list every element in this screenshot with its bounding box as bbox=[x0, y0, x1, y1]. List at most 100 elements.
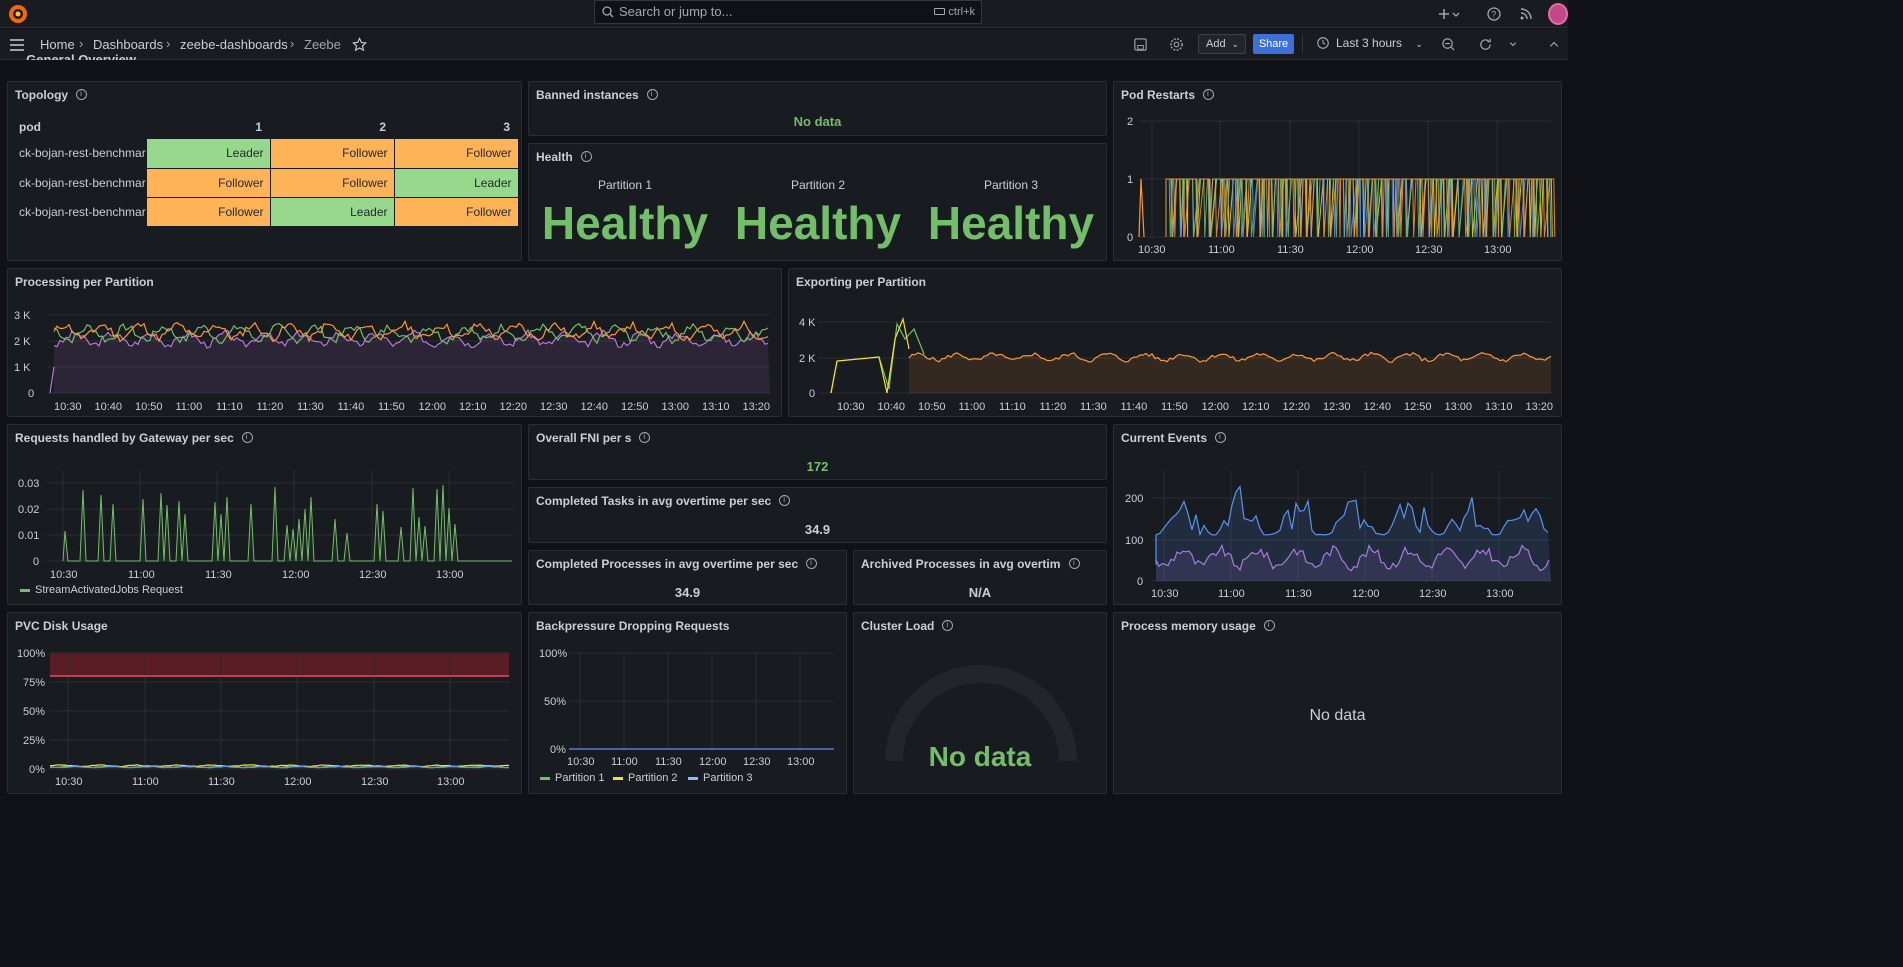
gateway-chart[interactable]: 0.03 0.02 0.01 0 10:30 11:00 11:30 12:00… bbox=[8, 425, 521, 604]
help-icon[interactable]: ? bbox=[1486, 6, 1502, 22]
info-icon[interactable] bbox=[779, 495, 791, 506]
x-tick-label: 11:00 bbox=[611, 756, 638, 768]
exporting-chart[interactable]: 4 K 2 K 0 10:30 10:40 10:50 11:00 11:10 11:20… bbox=[789, 269, 1561, 416]
legend-item[interactable]: Partition 3 bbox=[688, 772, 753, 784]
role-cell: Follower bbox=[146, 197, 271, 227]
x-tick-label: 10:40 bbox=[878, 401, 906, 413]
x-axis: 10:30 10:40 10:50 11:00 11:10 11:20 11:30 11:40… bbox=[54, 401, 770, 413]
column-header[interactable]: 2 bbox=[379, 119, 386, 134]
info-icon[interactable] bbox=[646, 89, 658, 100]
y-tick-label: 0 bbox=[809, 388, 815, 400]
legend-label: StreamActivatedJobs Request bbox=[35, 584, 183, 596]
series-line-partition-3-area bbox=[909, 352, 1551, 393]
topology-table: pod 1 2 3 ck-bojan-rest-benchmark-zeebe-… bbox=[17, 114, 519, 227]
user-avatar[interactable] bbox=[1548, 3, 1568, 25]
breadcrumb-home[interactable]: Home bbox=[40, 37, 75, 52]
x-tick-label: 11:00 bbox=[959, 401, 986, 413]
backpressure-chart[interactable]: 100% 50% 0% 10:30 11:00 11:30 12:00 12:3… bbox=[529, 613, 846, 793]
info-icon[interactable] bbox=[942, 620, 954, 631]
series-line-yellow bbox=[49, 764, 510, 768]
series-lines bbox=[1138, 178, 1556, 238]
row-title-label: General Overview bbox=[26, 52, 137, 60]
star-icon[interactable] bbox=[352, 37, 367, 52]
series-line-purple bbox=[1155, 543, 1550, 572]
add-button[interactable]: Add ⌄ bbox=[1198, 34, 1246, 54]
topology-panel: Topology pod 1 2 3 ck-bojan-rest-benchma… bbox=[7, 81, 522, 261]
info-icon[interactable] bbox=[1263, 620, 1275, 631]
processing-chart[interactable]: 3 K 2 K 1 K 0 10:30 10:40 10:50 11:00 11:10 1… bbox=[8, 269, 781, 416]
y-tick-label: 200 bbox=[1125, 493, 1143, 505]
chevron-down-icon[interactable] bbox=[1451, 6, 1461, 22]
info-icon[interactable] bbox=[580, 151, 592, 162]
no-data-message: No data bbox=[1309, 707, 1366, 724]
row-title[interactable]: ⌄ General Overview bbox=[15, 52, 136, 60]
info-icon[interactable] bbox=[639, 432, 651, 443]
panel-title: Archived Processes in avg overtime bbox=[861, 557, 1101, 571]
info-icon[interactable] bbox=[1203, 89, 1215, 100]
info-icon[interactable] bbox=[1069, 558, 1080, 569]
legend-item[interactable]: StreamActivatedJobs Request bbox=[20, 584, 183, 596]
column-header[interactable]: pod bbox=[19, 119, 41, 134]
completed-processes-panel: Completed Processes in avg overtime per … bbox=[528, 550, 847, 605]
refresh-interval-chevron-icon[interactable] bbox=[1508, 37, 1518, 52]
save-icon[interactable] bbox=[1133, 37, 1148, 52]
gauge-arc bbox=[885, 665, 1077, 762]
breadcrumb-folder[interactable]: zeebe-dashboards bbox=[180, 37, 288, 52]
y-tick-label: 4 K bbox=[799, 317, 816, 329]
x-tick-label: 13:00 bbox=[436, 569, 464, 581]
breadcrumb-dashboards[interactable]: Dashboards bbox=[93, 37, 164, 52]
panel-title: Process memory usage bbox=[1121, 619, 1275, 633]
keyboard-icon bbox=[934, 8, 946, 15]
pvc-disk-usage-panel: PVC Disk Usage 100% 75% 50% 25% 0% 10:30… bbox=[7, 612, 522, 794]
y-tick-label: 100 bbox=[1125, 535, 1143, 547]
column-header[interactable]: 1 bbox=[255, 119, 262, 134]
x-tick-label: 12:50 bbox=[1404, 401, 1432, 413]
zoom-out-icon[interactable] bbox=[1441, 37, 1456, 52]
x-tick-label: 12:20 bbox=[500, 401, 528, 413]
x-tick-label: 11:20 bbox=[257, 401, 284, 413]
table-header-row: pod 1 2 3 bbox=[17, 114, 518, 139]
info-icon[interactable] bbox=[76, 89, 88, 100]
refresh-icon[interactable] bbox=[1478, 37, 1493, 52]
x-tick-label: 11:50 bbox=[378, 401, 405, 413]
x-tick-label: 12:40 bbox=[581, 401, 609, 413]
y-tick-label: 0% bbox=[29, 764, 45, 776]
x-tick-label: 12:30 bbox=[359, 569, 387, 581]
pod-restarts-chart[interactable]: 2 1 0 10:30 11:00 11:30 12:00 12:30 13:0… bbox=[1114, 82, 1561, 260]
series-line-start bbox=[49, 366, 55, 394]
pvc-disk-usage-chart[interactable]: 100% 75% 50% 25% 0% 10:30 11:00 11:30 12… bbox=[8, 613, 521, 793]
legend-item[interactable]: Partition 2 bbox=[613, 772, 678, 784]
column-header[interactable]: 3 bbox=[503, 119, 510, 134]
x-tick-label: 12:00 bbox=[1346, 244, 1374, 256]
legend-item[interactable]: Partition 1 bbox=[540, 772, 605, 784]
rss-news-icon[interactable] bbox=[1518, 6, 1534, 22]
y-tick-label: 100% bbox=[17, 648, 45, 660]
grafana-logo-icon[interactable] bbox=[7, 3, 29, 25]
share-button[interactable]: Share bbox=[1253, 34, 1294, 54]
plus-icon[interactable] bbox=[1436, 6, 1452, 22]
pod-name-cell: ck-bojan-rest-benchmark-zeebe-0 bbox=[17, 139, 147, 169]
settings-gear-icon[interactable] bbox=[1169, 37, 1184, 52]
x-tick-label: 11:00 bbox=[1208, 244, 1235, 256]
table-row: ck-bojan-rest-benchmark-zeebe-0 Leader F… bbox=[17, 139, 519, 169]
y-tick-label: 50% bbox=[544, 696, 566, 708]
info-icon[interactable] bbox=[806, 558, 818, 569]
banned-instances-panel: Banned instances No data bbox=[528, 81, 1107, 136]
keyboard-shortcut-hint: ctrl+k bbox=[934, 1, 975, 23]
x-tick-label: 12:00 bbox=[699, 756, 727, 768]
panel-title: Overall FNI per s bbox=[536, 431, 651, 445]
x-tick-label: 13:00 bbox=[1486, 588, 1514, 600]
info-icon[interactable] bbox=[241, 432, 253, 443]
search-icon bbox=[602, 6, 614, 18]
current-events-chart[interactable]: 200 100 0 10:30 11:00 11:30 12:00 12:30 … bbox=[1114, 425, 1561, 604]
x-tick-label: 13:10 bbox=[702, 401, 730, 413]
y-tick-label: 0 bbox=[1127, 232, 1133, 244]
collapse-chevron-up-icon[interactable] bbox=[1548, 37, 1560, 52]
x-tick-label: 13:00 bbox=[1484, 244, 1512, 256]
pod-name-cell: ck-bojan-rest-benchmark-zeebe-1 bbox=[17, 168, 147, 198]
health-panel: Health Partition 1 Healthy Partition 2 H… bbox=[528, 143, 1107, 261]
time-range-picker[interactable]: Last 3 hours ⌄ bbox=[1316, 36, 1423, 50]
info-icon[interactable] bbox=[1215, 432, 1227, 443]
search-input[interactable]: Search or jump to... ctrl+k bbox=[594, 0, 982, 24]
menu-hamburger-icon[interactable] bbox=[9, 37, 25, 53]
